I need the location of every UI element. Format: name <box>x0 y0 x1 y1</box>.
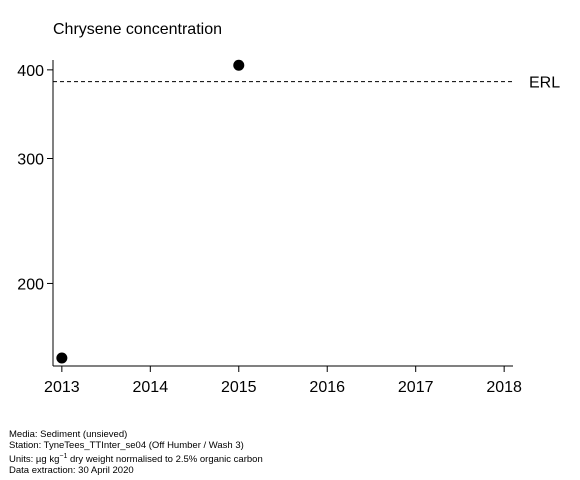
x-tick-label: 2014 <box>133 379 169 396</box>
footer-station: Station: TyneTees_TTInter_se04 (Off Humb… <box>9 440 244 451</box>
x-tick-label: 2018 <box>486 379 522 396</box>
chart-title: Chrysene concentration <box>53 21 222 38</box>
footer-units: Units: µg kg−1 dry weight normalised to … <box>9 451 263 465</box>
x-ticks: 2013 2014 2015 2016 2017 2018 <box>44 366 522 396</box>
x-tick-label: 2016 <box>309 379 345 396</box>
y-tick-label: 200 <box>17 276 44 293</box>
x-tick-label: 2013 <box>44 379 80 396</box>
y-tick-label: 400 <box>17 63 44 80</box>
y-tick-label: 300 <box>17 152 44 169</box>
reference-line-group: ERL <box>53 75 560 92</box>
y-ticks: 200 300 400 <box>17 63 53 293</box>
erl-label: ERL <box>529 75 560 92</box>
footer-media: Media: Sediment (unsieved) <box>9 429 128 440</box>
footer-notes: Media: Sediment (unsieved) Station: Tyne… <box>9 429 263 476</box>
data-point <box>56 352 68 364</box>
footer-units-exponent: −1 <box>59 453 68 460</box>
footer-units-prefix: Units: µg kg <box>9 454 60 465</box>
data-point <box>233 59 245 71</box>
footer-extraction: Data extraction: 30 April 2020 <box>9 465 134 476</box>
x-tick-label: 2017 <box>398 379 434 396</box>
x-tick-label: 2015 <box>221 379 257 396</box>
footer-units-suffix: dry weight normalised to 2.5% organic ca… <box>67 454 263 465</box>
data-points <box>56 59 245 364</box>
